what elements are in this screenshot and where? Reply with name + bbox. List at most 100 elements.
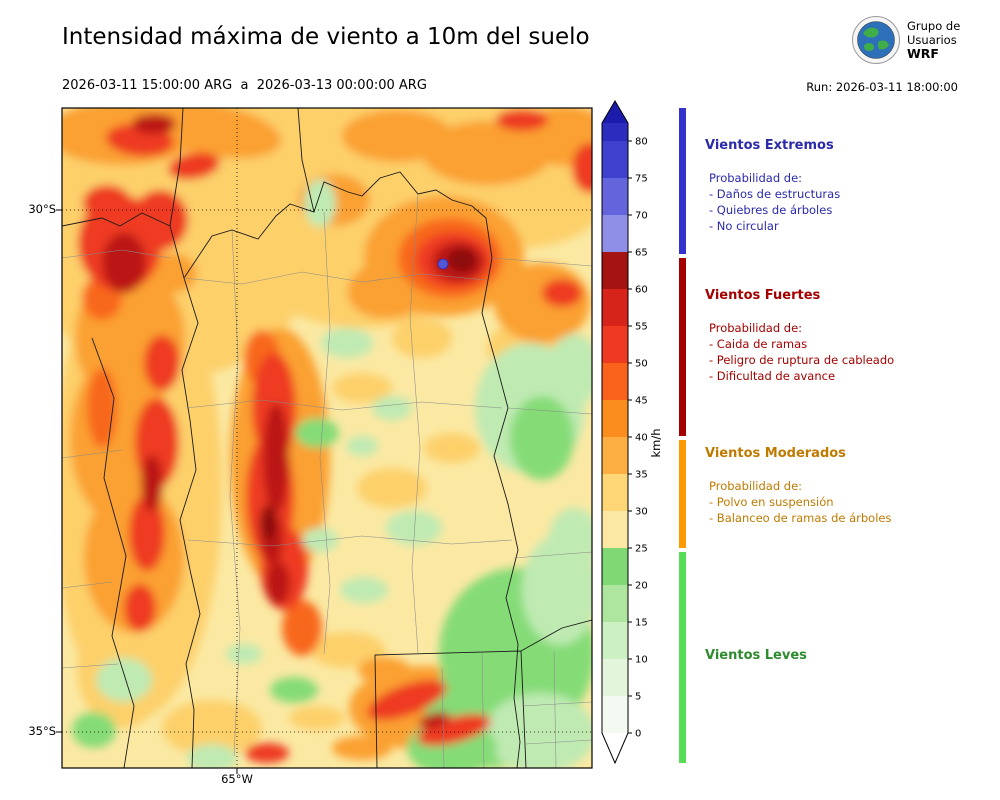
department-border [183,271,487,285]
latlon-gridlines [62,108,592,768]
wind-blob [448,248,476,272]
wrf-logo: Grupo de Usuarios WRF [851,15,960,65]
wind-blob [282,600,322,656]
colorbar-segment [602,252,628,289]
wind-blob [129,495,165,571]
colorbar-tick-label: 80 [635,137,648,148]
legend-item: - Dificultad de avance [709,369,836,383]
province-border [91,337,135,768]
legend-body: Probabilidad de: - Polvo en suspensión - B… [705,478,985,526]
run-timestamp: Run: 2026-03-11 18:00:00 [806,80,958,94]
logo-text-line1: Grupo de [907,19,961,33]
wind-blob [72,712,116,748]
colorbar-segment [602,585,628,622]
logo-text-line2: Usuarios [907,33,957,47]
wind-blob [263,403,289,513]
wind-blob [226,644,262,664]
wind-intensity-field [62,108,592,768]
page-title: Intensidad máxima de viento a 10m del su… [62,24,590,50]
colorbar-segment [602,400,628,437]
colorbar-segment [602,363,628,400]
logo-text-line3: WRF [907,46,939,61]
colorbar-tick-label: 15 [635,618,648,629]
wind-blob [422,121,552,185]
colorbar-tick-label: 50 [635,359,648,370]
lat-label-35s: 35°S [28,724,56,738]
wind-blob [392,318,452,358]
valid-period-label: 2026-03-11 15:00:00 ARG a 2026-03-13 00:… [62,78,427,93]
legend-bar-moderados [679,440,686,548]
department-border [441,650,592,768]
wind-blob [132,190,188,250]
wind-blob [372,396,412,420]
legend-item: - Caida de ramas [709,337,808,351]
colorbar-segment [602,141,628,178]
colorbar-segment [602,696,628,733]
wind-blob [418,711,450,729]
legend-bar-fuertes [679,258,686,436]
wind-blob [168,152,220,180]
legend-item: - Polvo en suspensión [709,495,834,509]
province-border [374,619,592,768]
logo-text: Grupo de Usuarios WRF [907,15,960,61]
colorbar-under-arrow [602,733,628,763]
wind-blob [510,396,574,480]
colorbar-tick-label: 35 [635,470,648,481]
legend-section-fuertes: Vientos Fuertes Probabilidad de: - Caida … [705,288,985,384]
colorbar-tick-label: 75 [635,174,648,185]
wind-blob [424,433,480,463]
wind-blob [522,175,592,231]
legend-body: Probabilidad de: - Daños de estructuras - … [705,170,985,234]
legend-item: - Peligro de ruptura de cableado [709,353,895,367]
wind-blob [295,418,339,448]
plot-frame [61,107,593,769]
wind-blob [485,693,592,768]
axis-ticks [56,209,238,774]
colorbar-tick-label: 30 [635,507,648,518]
legend-item: - No circular [709,219,779,233]
wind-blob [321,328,373,358]
legend-item: - Quiebres de árboles [709,203,833,217]
wind-blob [289,706,345,730]
legend-body: Probabilidad de: - Caida de ramas - Peligr… [705,320,985,384]
colorbar-segment [602,215,628,252]
province-border [183,171,521,768]
colorbar-segment [602,474,628,511]
colorbar-segment [602,622,628,659]
province-border [297,108,315,213]
legend-section-extremos: Vientos Extremos Probabilidad de: - Daños… [705,138,985,234]
colorbar-tick-label: 0 [635,729,641,740]
department-border [491,257,592,559]
colorbar-over-arrow [602,101,628,123]
legend-item: - Daños de estructuras [709,187,841,201]
wind-blob [302,528,338,552]
legend-intro: Probabilidad de: [709,321,803,335]
wind-blob [304,179,336,227]
wind-blob [542,279,582,307]
department-border [319,211,331,655]
wind-blob [367,679,447,721]
wind-blob [141,455,163,511]
legend-section-leves: Vientos Leves [705,648,985,680]
lat-label-30s: 30°S [28,202,56,216]
colorbar-tick-label: 60 [635,285,648,296]
legend-bar-extremos [679,108,686,254]
colorbar-segment [602,289,628,326]
legend-title: Vientos Moderados [705,446,846,461]
wind-blob [144,335,180,391]
wind-map [56,107,593,774]
wind-blob [187,744,237,768]
colorbar-tick-label: 20 [635,581,648,592]
wind-blob [346,436,378,456]
colorbar-tick-label: 40 [635,433,648,444]
colorbar-tick-label: 70 [635,211,648,222]
wind-blob [96,658,152,702]
department-border [185,399,503,411]
wind-blob [102,233,146,293]
colorbar: 0 5 10 15 20 25 30 35 40 45 50 55 60 65 70 75 80 km/h [601,100,663,765]
colorbar-segment [602,326,628,363]
department-border [187,535,513,547]
wind-blob [266,561,290,605]
department-border [409,193,421,654]
wind-blob [496,109,548,131]
